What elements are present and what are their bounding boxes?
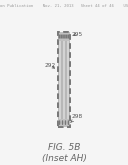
Bar	[62, 36, 63, 123]
Bar	[58, 33, 70, 127]
Bar	[65, 36, 66, 123]
Bar	[58, 33, 70, 127]
Circle shape	[59, 121, 60, 125]
Text: 295: 295	[72, 32, 83, 37]
Bar	[61, 36, 62, 123]
Bar	[58, 36, 70, 123]
Text: FIG. 5B: FIG. 5B	[48, 143, 80, 152]
Circle shape	[62, 121, 63, 125]
Bar	[58, 36, 59, 123]
Text: 292: 292	[45, 63, 56, 68]
Text: Patent Application Publication    Nov. 21, 2013   Sheet 44 of 46    US 2013/0011: Patent Application Publication Nov. 21, …	[0, 4, 128, 8]
Circle shape	[68, 121, 69, 125]
Text: (Inset AH): (Inset AH)	[42, 154, 86, 163]
Bar	[60, 36, 61, 123]
Bar	[59, 36, 60, 123]
Bar	[64, 36, 65, 123]
Bar	[58, 118, 70, 127]
Text: 298: 298	[71, 114, 83, 122]
Bar	[63, 36, 64, 123]
Circle shape	[65, 121, 66, 125]
Bar	[69, 36, 70, 123]
Bar	[68, 36, 69, 123]
Bar	[66, 36, 67, 123]
Bar	[58, 33, 70, 41]
Bar	[67, 36, 68, 123]
